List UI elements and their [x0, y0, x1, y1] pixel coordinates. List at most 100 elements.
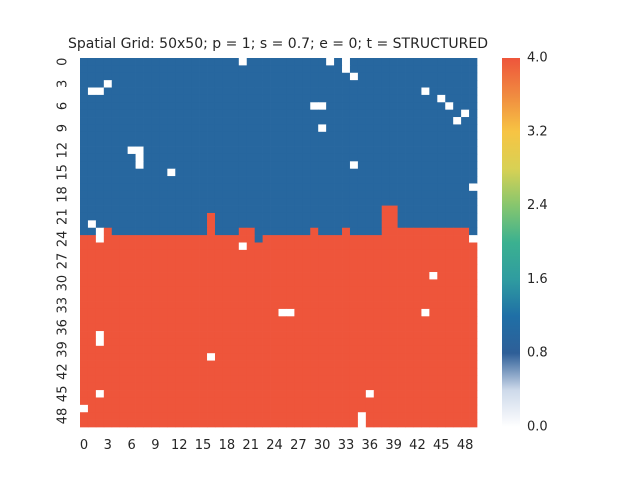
heatmap-cell	[95, 272, 105, 280]
heatmap-cell	[349, 161, 359, 170]
heatmap-cell	[222, 102, 232, 111]
heatmap-cell	[175, 323, 184, 332]
heatmap-cell	[349, 382, 359, 391]
heatmap-cell	[445, 419, 454, 428]
heatmap-cell	[119, 153, 128, 162]
heatmap-cell	[175, 382, 184, 391]
heatmap-cell	[342, 183, 351, 192]
heatmap-cell	[95, 412, 105, 420]
heatmap-cell	[397, 249, 406, 258]
heatmap-cell	[405, 124, 414, 133]
heatmap-cell	[302, 345, 311, 354]
heatmap-cell	[286, 102, 295, 111]
heatmap-cell	[103, 419, 113, 428]
heatmap-cell	[286, 360, 295, 369]
heatmap-cell	[238, 264, 248, 273]
heatmap-cell	[151, 382, 160, 391]
heatmap-cell	[429, 80, 438, 88]
heatmap-cell	[230, 117, 240, 125]
heatmap-cell	[246, 375, 256, 384]
heatmap-cell	[175, 146, 184, 155]
heatmap-cell	[207, 139, 216, 147]
heatmap-cell	[445, 161, 454, 170]
heatmap-cell	[151, 109, 160, 118]
heatmap-cell	[310, 301, 319, 310]
heatmap-cell	[310, 264, 319, 273]
heatmap-cell	[373, 249, 383, 258]
heatmap-cell	[167, 397, 176, 406]
heatmap-cell	[302, 161, 311, 170]
heatmap-cell	[302, 404, 311, 413]
heatmap-cell	[80, 87, 89, 96]
heatmap-cell	[214, 367, 224, 376]
heatmap-cell	[254, 117, 263, 125]
heatmap-cell	[111, 153, 121, 162]
heatmap-cell	[453, 94, 462, 103]
heatmap-cell	[270, 257, 279, 265]
y-tick-label: 33	[56, 297, 71, 314]
heatmap-cell	[127, 249, 136, 258]
heatmap-cell	[278, 58, 287, 66]
heatmap-cell	[373, 397, 383, 406]
heatmap-cell	[357, 286, 367, 295]
heatmap-cell	[405, 279, 414, 288]
heatmap-cell	[413, 109, 422, 118]
heatmap-cell	[214, 286, 224, 295]
heatmap-cell	[334, 146, 343, 155]
heatmap-cell	[270, 139, 279, 147]
heatmap-cell	[326, 301, 335, 310]
heatmap-cell	[445, 390, 454, 398]
heatmap-cell	[461, 131, 470, 140]
heatmap-cell	[342, 308, 351, 317]
heatmap-cell	[230, 65, 240, 74]
heatmap-cell	[413, 190, 422, 199]
heatmap-cell	[373, 264, 383, 273]
heatmap-cell	[151, 257, 160, 265]
heatmap-cell	[143, 338, 152, 347]
heatmap-cell	[191, 124, 200, 133]
heatmap-cell	[183, 153, 192, 162]
heatmap-cell	[278, 257, 287, 265]
heatmap-cell	[357, 124, 367, 133]
heatmap-cell	[222, 272, 232, 280]
heatmap-cell	[286, 257, 295, 265]
heatmap-cell	[103, 124, 113, 133]
heatmap-cell	[310, 345, 319, 354]
heatmap-cell	[191, 419, 200, 428]
heatmap-cell	[135, 316, 144, 325]
heatmap-cell	[95, 390, 105, 398]
heatmap-cell	[365, 323, 375, 332]
heatmap-cell	[397, 382, 406, 391]
heatmap-cell	[278, 176, 287, 184]
heatmap-cell	[461, 139, 470, 147]
heatmap-cell	[334, 235, 343, 243]
heatmap-cell	[254, 72, 263, 81]
heatmap-cell	[230, 161, 240, 170]
heatmap-cell	[103, 397, 113, 406]
heatmap-cell	[246, 161, 256, 170]
heatmap-cell	[318, 153, 327, 162]
heatmap-cell	[262, 117, 271, 125]
heatmap-cell	[95, 264, 105, 273]
heatmap-cell	[127, 345, 136, 354]
heatmap-cell	[413, 331, 422, 339]
heatmap-cell	[111, 397, 121, 406]
heatmap-cell	[119, 109, 128, 118]
heatmap-cell	[373, 190, 383, 199]
heatmap-cell	[246, 212, 256, 221]
heatmap-cell	[405, 331, 414, 339]
heatmap-cell	[302, 102, 311, 111]
heatmap-cell	[87, 375, 97, 384]
y-tick-label: 36	[56, 319, 71, 336]
heatmap-cell	[199, 345, 208, 354]
heatmap-cell	[80, 397, 89, 406]
heatmap-cell	[381, 279, 391, 288]
heatmap-cell	[302, 331, 311, 339]
heatmap-cell	[310, 139, 319, 147]
heatmap-cell	[103, 353, 113, 361]
heatmap-cell	[87, 227, 97, 236]
heatmap-cell	[405, 264, 414, 273]
heatmap-cell	[373, 360, 383, 369]
heatmap-cell	[175, 72, 184, 81]
heatmap-cell	[278, 87, 287, 96]
